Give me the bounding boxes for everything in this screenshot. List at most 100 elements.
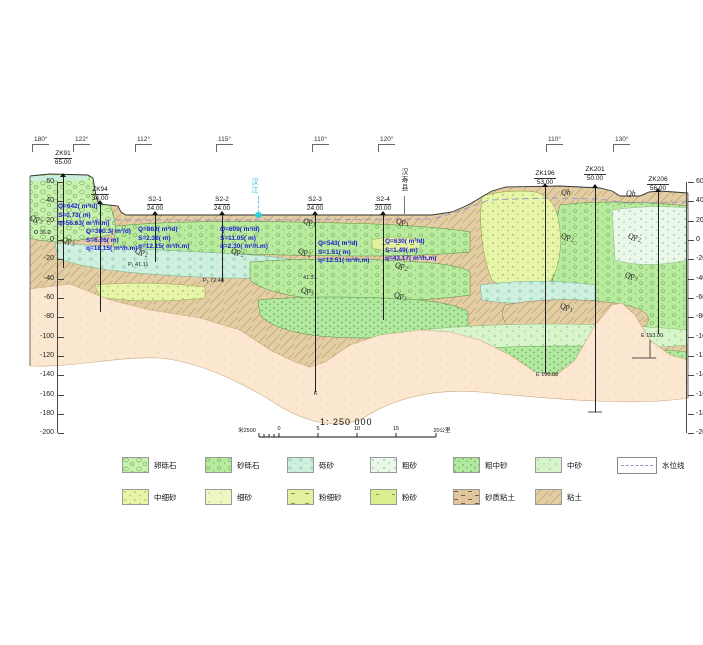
azimuth-value: 112° [137, 136, 150, 143]
borehole-label: S2-4 20.00 [366, 196, 400, 213]
pump-test-unit-yield: q=56.63( m³/h.m) [58, 220, 110, 227]
legend-label: 水位线 [662, 461, 685, 470]
borehole-name: ZK206 [647, 176, 669, 185]
scale-bar-label: 20公里 [433, 428, 451, 434]
right-axis-tick-label: -120 [696, 352, 703, 359]
left-axis-tick: -20 [30, 255, 64, 269]
azimuth-label: 120° [378, 136, 395, 152]
county-leader-line [404, 196, 405, 214]
borehole-trace-line [100, 204, 101, 312]
right-axis-tick-label: -140 [696, 371, 703, 378]
left-axis-tick: -200 [30, 429, 64, 443]
legend-label: 粗中砂 [485, 460, 508, 470]
azimuth-label: 110° [312, 136, 329, 152]
borehole-collar-triangle-icon [152, 211, 158, 215]
right-axis-tick-mark [688, 414, 694, 415]
right-axis-tick-mark [688, 221, 694, 222]
left-axis-tick: -80 [30, 313, 64, 327]
right-axis-tick: -160 [688, 391, 703, 405]
borehole-label: S2-1 24.00 [138, 196, 172, 213]
right-axis-tick: -40 [688, 275, 703, 289]
legend-swatch [535, 489, 562, 505]
depth-mark: 41.31 [303, 275, 317, 281]
scale-bar-label: 5 [316, 426, 320, 432]
legend-label: 细砂 [237, 492, 252, 502]
borehole-elevation: 65.00 [54, 159, 72, 166]
azimuth-value: 130° [615, 136, 629, 143]
left-axis-tick-label: -20 [43, 255, 54, 262]
right-axis-tick: -180 [688, 410, 703, 424]
bedrock [29, 283, 689, 425]
right-axis-tick-label: -60 [696, 294, 703, 301]
borehole-elevation: 24.00 [306, 205, 324, 212]
legend-swatch [122, 489, 149, 505]
pump-test-s: S=6.26( m) [86, 236, 119, 244]
azimuth-value: 180° [34, 136, 48, 143]
right-axis-tick-label: 60 [696, 178, 703, 185]
scale-bar-label: 0 [277, 426, 281, 432]
borehole-collar-triangle-icon [655, 188, 661, 192]
stratum-label: Qh [626, 189, 636, 198]
borehole-collar-triangle-icon [60, 173, 66, 177]
legend-swatch [205, 457, 232, 473]
legend-item: 砾砂 [287, 457, 334, 473]
pump-test-q: Q=609( m³/d) [220, 226, 260, 233]
right-axis-tick-mark [688, 298, 694, 299]
legend-swatch [205, 489, 232, 505]
left-axis-tick-label: 60 [46, 178, 54, 185]
legend-item: 砂质粘土 [453, 489, 515, 505]
left-axis-tick-label: -80 [43, 313, 54, 320]
left-axis-tick-mark [58, 414, 64, 415]
stratum-label: Qp3 [301, 286, 314, 298]
azimuth-value: 115° [218, 136, 231, 143]
borehole-label: ZK201 50.00 [578, 166, 612, 183]
azimuth-label: 112° [135, 136, 152, 152]
right-coarse-strip [611, 206, 689, 265]
right-axis-tick-mark [688, 433, 694, 434]
pump-test-annotation: Q=543( m³/d) S=1.51( m) q=12.51( m³/h.m) [318, 240, 369, 266]
azimuth-bracket-icon [32, 144, 49, 152]
legend-label: 中砂 [567, 460, 582, 470]
stratum-label: Qp2 [135, 247, 148, 259]
legend-swatch [535, 457, 562, 473]
left-axis-tick-mark [58, 182, 64, 183]
legend-item: 粉砂 [370, 489, 417, 505]
pump-test-annotation: Q=630( m³/d) S=1.49( m) q=43.17( m³/h.m) [385, 238, 436, 264]
stratum-label: Qp2 [231, 247, 244, 259]
azimuth-label: 122° [73, 136, 90, 152]
stratum-label: Qp2 [395, 261, 408, 273]
right-axis-tick-label: 0 [696, 236, 700, 243]
left-axis-tick-label: -40 [43, 275, 54, 282]
s24-yellow-lens [371, 236, 421, 252]
borehole-trace-line [383, 215, 384, 320]
stratum-label: Qp1 [560, 302, 573, 314]
left-axis-tick: 0 [30, 236, 64, 250]
borehole-elevation: 24.00 [146, 205, 164, 212]
right-axis-tick-mark [688, 356, 694, 357]
left-axis-tick-label: -160 [39, 391, 54, 398]
hill-cyan-cap [30, 175, 88, 181]
pump-test-s: S=11.05( m) [220, 234, 256, 242]
borehole-collar-triangle-icon [542, 183, 548, 187]
left-axis-tick-mark [58, 433, 64, 434]
azimuth-bracket-icon [613, 144, 630, 152]
depth-mark: K [314, 391, 318, 397]
pump-test-q: Q=543( m³/d) [318, 240, 358, 247]
azimuth-bracket-icon [73, 144, 90, 152]
scale-bar [258, 433, 437, 438]
right-axis-tick-mark [688, 337, 694, 338]
right-axis-tick-label: -180 [696, 410, 703, 417]
legend-label: 砾砂 [319, 460, 334, 470]
azimuth-bracket-icon [135, 144, 152, 152]
borehole-trace-line [595, 188, 596, 412]
pump-test-s: S=1.49( m) [385, 246, 418, 254]
right-axis-tick-label: -40 [696, 275, 703, 282]
pump-test-unit-yield: q=43.17( m³/h.m) [385, 255, 437, 262]
left-axis-tick: -120 [30, 352, 64, 366]
legend-item: 粘土 [535, 489, 582, 505]
left-axis-tick: 40 [30, 197, 64, 211]
left-axis-tick: -160 [30, 391, 64, 405]
azimuth-bracket-icon [312, 144, 329, 152]
borehole-label: S2-2 24.00 [205, 196, 239, 213]
